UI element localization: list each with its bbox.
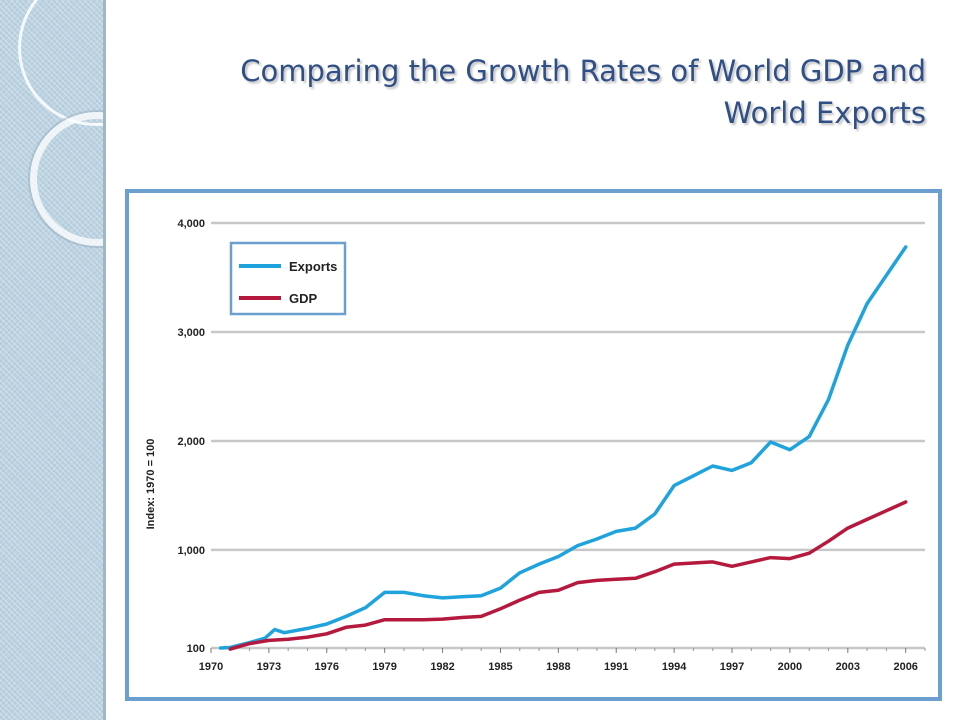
x-tick-label: 1994 [662, 661, 687, 673]
decorative-side-band [0, 0, 106, 720]
y-tick-label: 2,000 [177, 436, 205, 448]
y-axis-title: Index: 1970 = 100 [145, 439, 157, 530]
legend-label-exports: Exports [289, 259, 337, 274]
decorative-ring-middle [30, 112, 106, 246]
side-band-edge [103, 0, 106, 720]
y-axis-ticks: 100 1,000 2,000 3,000 4,000 [177, 218, 205, 655]
line-chart: 100 1,000 2,000 3,000 4,000 1970 1973 1976 1979… [145, 218, 926, 673]
slide-title-line-2: World Exports [723, 96, 926, 130]
x-tick-label: 1985 [488, 661, 512, 673]
x-tick-label: 1970 [199, 661, 223, 673]
x-tick-label: 1997 [720, 661, 744, 673]
legend: Exports GDP [229, 241, 347, 316]
x-tick-label: 1979 [372, 661, 396, 673]
grid-lines [211, 221, 925, 650]
x-tick-label: 2006 [893, 661, 917, 673]
decorative-ring-top [18, 0, 106, 126]
x-tick-label: 1976 [315, 661, 339, 673]
y-tick-label: 3,000 [177, 327, 205, 339]
x-axis-ticks: 1970 1973 1976 1979 1982 1985 1988 1991 1994 1997… [199, 648, 926, 673]
y-tick-label: 1,000 [177, 545, 205, 557]
slide-title: Comparing the Growth Rates of World GDP … [166, 50, 926, 134]
x-tick-label: 2003 [836, 661, 860, 673]
chart-frame: 100 1,000 2,000 3,000 4,000 1970 1973 1976 1979… [125, 189, 942, 701]
x-tick-label: 2000 [778, 661, 802, 673]
y-tick-label: 100 [187, 643, 205, 655]
x-tick-label: 1988 [546, 661, 570, 673]
y-tick-label: 4,000 [177, 218, 205, 230]
x-tick-label: 1973 [257, 661, 281, 673]
series-line-gdp [228, 500, 908, 651]
series-line-exports [218, 245, 908, 650]
x-tick-label: 1991 [604, 661, 628, 673]
slide-title-line-1: Comparing the Growth Rates of World GDP … [240, 54, 926, 88]
legend-label-gdp: GDP [289, 291, 318, 306]
x-tick-label: 1982 [430, 661, 454, 673]
legend-box [229, 241, 347, 316]
series-lines [218, 245, 908, 651]
